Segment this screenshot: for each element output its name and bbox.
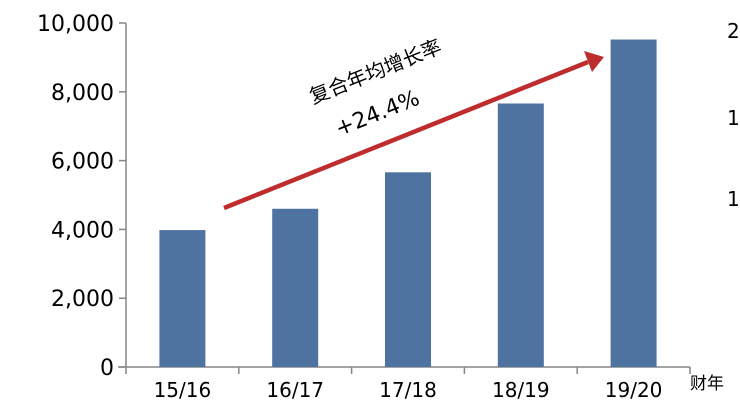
right-axis-partial-labels: 2 1 1 [727, 19, 740, 211]
bar-15-16 [159, 230, 206, 367]
y-tick-label: 0 [100, 356, 114, 381]
right-axis-label: 1 [727, 187, 740, 211]
bars [159, 39, 657, 368]
y-tick-label: 4,000 [51, 218, 114, 243]
right-axis-label: 1 [727, 106, 740, 130]
arrow-shaft [223, 59, 589, 211]
annotation-group: 复合年均增长率 [306, 34, 445, 108]
y-axis: 0 2,000 4,000 6,000 8,000 10,000 [37, 12, 127, 381]
bar-18-19 [497, 103, 544, 367]
y-tick-label: 2,000 [51, 287, 114, 312]
arrow-head [584, 51, 604, 72]
y-tick-label: 6,000 [51, 150, 114, 175]
x-axis: 15/16 16/17 17/18 18/19 19/20 [118, 366, 691, 402]
bar-19-20 [610, 39, 657, 368]
growth-rate-label: 复合年均增长率 [306, 34, 445, 108]
x-tick-label: 15/16 [154, 378, 212, 402]
y-ticks: 0 2,000 4,000 6,000 8,000 10,000 [37, 12, 126, 381]
x-tick-label: 19/20 [605, 378, 663, 402]
bar-17-18 [385, 172, 431, 367]
x-tick-label: 17/18 [379, 378, 437, 402]
x-ticks: 15/16 16/17 17/18 18/19 19/20 [125, 367, 691, 402]
x-unit-label: 财年 [690, 374, 724, 394]
y-tick-label: 10,000 [37, 12, 114, 37]
right-axis-label: 2 [727, 19, 740, 43]
growth-arrow [223, 51, 604, 211]
bar-16-17 [272, 208, 319, 367]
y-tick-label: 8,000 [51, 81, 114, 106]
x-tick-label: 18/19 [492, 378, 550, 402]
x-tick-label: 16/17 [266, 378, 324, 402]
